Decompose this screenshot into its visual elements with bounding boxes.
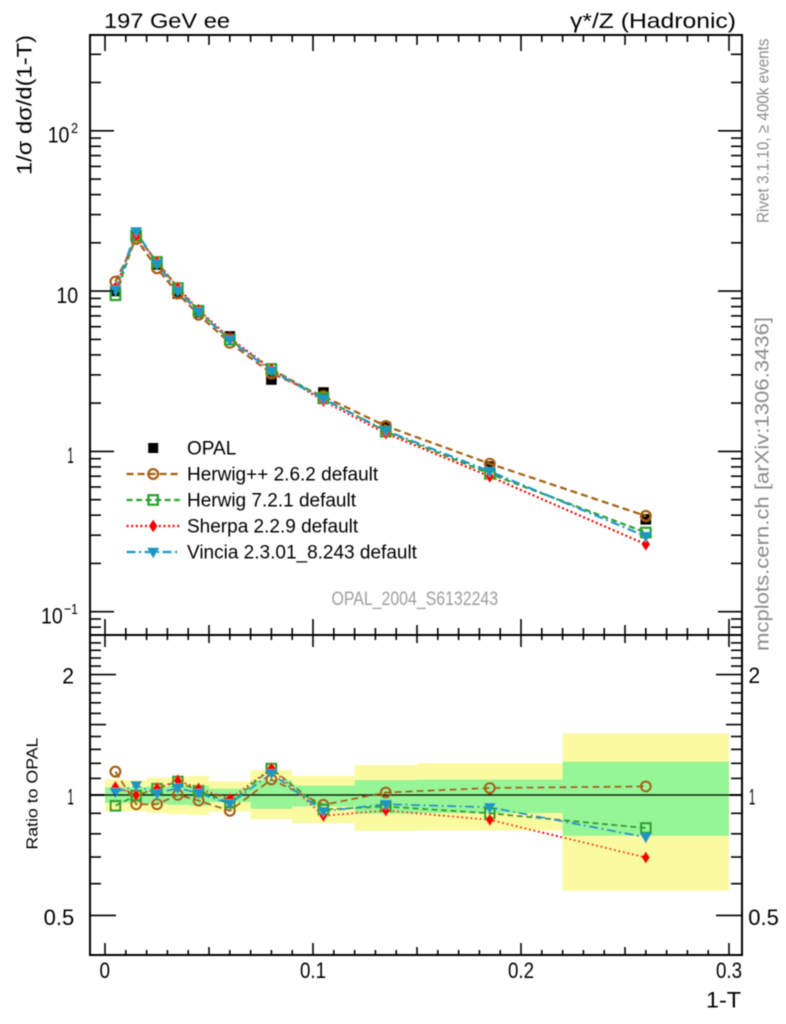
svg-text:0.2: 0.2 xyxy=(508,958,534,983)
svg-text:Sherpa 2.2.9 default: Sherpa 2.2.9 default xyxy=(187,517,359,538)
svg-text:OPAL: OPAL xyxy=(187,439,236,460)
svg-text:OPAL_2004_S6132243: OPAL_2004_S6132243 xyxy=(332,589,499,610)
svg-text:1/σ dσ/d(1-T): 1/σ dσ/d(1-T) xyxy=(14,35,37,175)
svg-text:γ*/Z (Hadronic): γ*/Z (Hadronic) xyxy=(570,10,736,33)
svg-text:10: 10 xyxy=(56,283,78,308)
svg-text:−1: −1 xyxy=(64,601,78,618)
svg-text:2: 2 xyxy=(748,663,760,688)
svg-text:2: 2 xyxy=(71,120,78,137)
svg-text:0.3: 0.3 xyxy=(716,958,742,983)
svg-text:1: 1 xyxy=(749,785,755,810)
svg-text:Ratio to OPAL: Ratio to OPAL xyxy=(25,737,42,849)
svg-text:0.5: 0.5 xyxy=(44,905,75,930)
svg-text:1: 1 xyxy=(67,443,73,468)
svg-text:197 GeV ee: 197 GeV ee xyxy=(104,10,230,33)
svg-text:Rivet 3.1.10, ≥ 400k events: Rivet 3.1.10, ≥ 400k events xyxy=(755,39,773,224)
svg-text:0.1: 0.1 xyxy=(300,958,326,983)
svg-text:2: 2 xyxy=(62,663,74,688)
svg-text:0.5: 0.5 xyxy=(748,905,779,930)
svg-text:10: 10 xyxy=(48,122,70,147)
svg-text:Vincia 2.3.01_8.243 default: Vincia 2.3.01_8.243 default xyxy=(187,543,418,564)
svg-text:0: 0 xyxy=(100,958,111,983)
svg-text:1-T: 1-T xyxy=(706,988,741,1013)
svg-text:mcplots.cern.ch [arXiv:1306.34: mcplots.cern.ch [arXiv:1306.3436] xyxy=(753,317,774,651)
svg-text:Herwig 7.2.1 default: Herwig 7.2.1 default xyxy=(187,491,357,512)
svg-text:10: 10 xyxy=(41,603,63,628)
svg-text:1: 1 xyxy=(68,784,74,809)
svg-text:Herwig++ 2.6.2 default: Herwig++ 2.6.2 default xyxy=(187,465,379,486)
